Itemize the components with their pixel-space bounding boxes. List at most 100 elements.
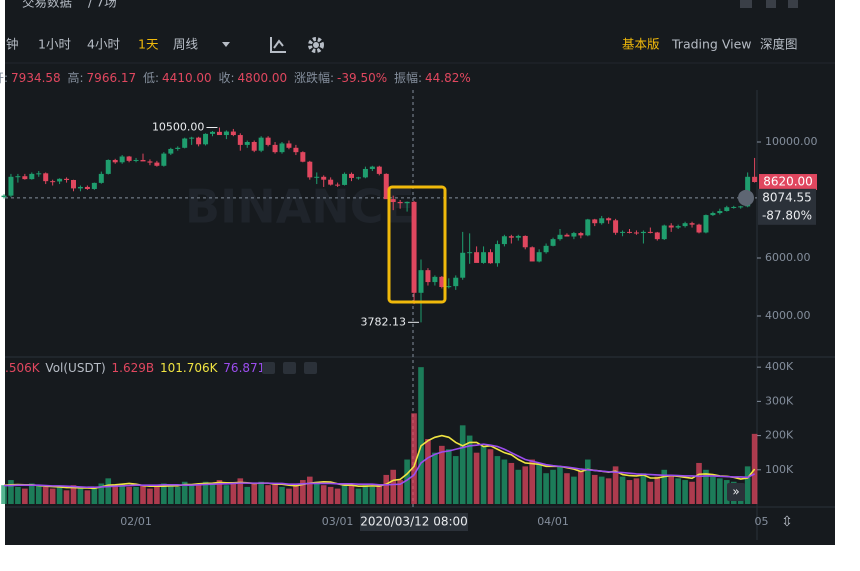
candle-body: [661, 225, 667, 240]
volume-bar: [703, 469, 709, 504]
candle-body: [738, 206, 744, 208]
candle-body: [147, 161, 153, 163]
volume-bar: [265, 485, 271, 504]
volume-bar: [633, 478, 640, 504]
volume-bar: [501, 459, 508, 504]
candle-body: [57, 178, 63, 182]
fit-icon[interactable]: ⇳: [781, 514, 793, 530]
candle-body: [244, 141, 250, 145]
candle-body: [446, 286, 452, 288]
legend-icon[interactable]: [304, 362, 317, 374]
candle-body: [689, 223, 695, 225]
volume-bar: [661, 469, 668, 504]
volume-bar: [668, 474, 674, 504]
view[interactable]: 深度图: [760, 37, 798, 52]
price-axis-bg: [757, 90, 835, 505]
view[interactable]: 基本版: [622, 37, 660, 52]
volume-bar: [626, 480, 633, 504]
candle-body: [22, 176, 28, 180]
volume-bar: [480, 445, 487, 504]
candle-body: [404, 201, 410, 204]
scroll-button[interactable]: [727, 483, 745, 501]
volume-bar: [279, 486, 285, 504]
dropdown[interactable]: [222, 42, 230, 47]
candle-body: [84, 186, 90, 189]
candle-body: [411, 201, 417, 293]
volume-bar: [258, 481, 264, 504]
volume-bar: [133, 486, 139, 504]
crosshair-date: 2020/03/12 08:00: [360, 515, 468, 529]
volume-bar: [181, 481, 188, 504]
volume-bar: [174, 486, 181, 504]
candle-body: [529, 247, 535, 262]
highlight-box: [387, 185, 447, 304]
volume-bar: [126, 486, 132, 504]
last-price-box: [759, 174, 817, 191]
last-price: 8620.00: [763, 175, 813, 189]
candle-body: [620, 231, 626, 233]
interval[interactable]: 4小时: [87, 37, 120, 52]
interval[interactable]: 周线: [173, 37, 199, 52]
y-tick-label: 6000.00: [765, 251, 811, 264]
watermark: BINANCE: [185, 180, 415, 234]
scroll-icon: »: [732, 485, 739, 499]
volume-bar: [473, 452, 480, 504]
interval[interactable]: 1小时: [38, 37, 71, 52]
crosshair-change: -87.80%: [762, 208, 812, 222]
legend-icon[interactable]: [262, 362, 275, 374]
candle-body: [265, 137, 271, 145]
candle-body: [731, 206, 737, 208]
volume-bar: [446, 449, 452, 504]
candle-body: [376, 166, 382, 174]
candle-body: [571, 233, 577, 237]
volume-bar: [230, 483, 237, 504]
legend-icon[interactable]: [283, 362, 296, 374]
candle-body: [550, 239, 556, 246]
icon[interactable]: [766, 0, 776, 8]
candle-body: [536, 252, 542, 262]
volume-bar: [56, 486, 63, 504]
interval[interactable]: 钟: [6, 37, 19, 52]
volume-bar: [487, 449, 494, 504]
candle-body: [1, 195, 7, 198]
volume-bar: [432, 452, 438, 504]
candle-body: [189, 137, 195, 139]
add-button[interactable]: [738, 189, 754, 206]
candle-body: [488, 252, 493, 264]
candle-body: [418, 270, 424, 293]
volume-bar: [418, 367, 424, 504]
volume-bar: [508, 462, 515, 504]
candle-body: [647, 231, 653, 233]
settings-icon[interactable]: [308, 37, 324, 53]
candle-body: [432, 276, 438, 283]
candle-body: [251, 141, 257, 151]
candle-body: [355, 177, 361, 179]
volume-bar: [550, 469, 556, 504]
volume-bar: [320, 485, 327, 504]
volume-bar: [536, 462, 542, 504]
header-subtitle: / 7场: [88, 0, 117, 10]
volume-bar: [591, 474, 598, 504]
volume-bar: [35, 485, 42, 504]
candle-body: [133, 159, 139, 161]
volume-bar: [300, 480, 306, 504]
info-label: 低:: [143, 71, 159, 85]
volume-bar: [571, 476, 577, 504]
candle-body: [383, 173, 389, 200]
candle-body: [710, 213, 716, 216]
candle-body: [175, 147, 181, 149]
candle-body: [543, 245, 549, 253]
candle-body: [564, 234, 570, 237]
interval[interactable]: 1天: [138, 37, 159, 52]
volume-bar: [147, 488, 153, 504]
icon[interactable]: [788, 0, 798, 8]
indicator-icon[interactable]: [270, 37, 286, 53]
volume-bar: [452, 456, 459, 504]
icon[interactable]: [740, 0, 752, 8]
volume-bar: [313, 481, 320, 504]
view[interactable]: Trading View: [671, 37, 752, 52]
candle-body: [91, 182, 97, 189]
volume-bar: [272, 483, 278, 504]
volume-bar: [15, 486, 21, 504]
